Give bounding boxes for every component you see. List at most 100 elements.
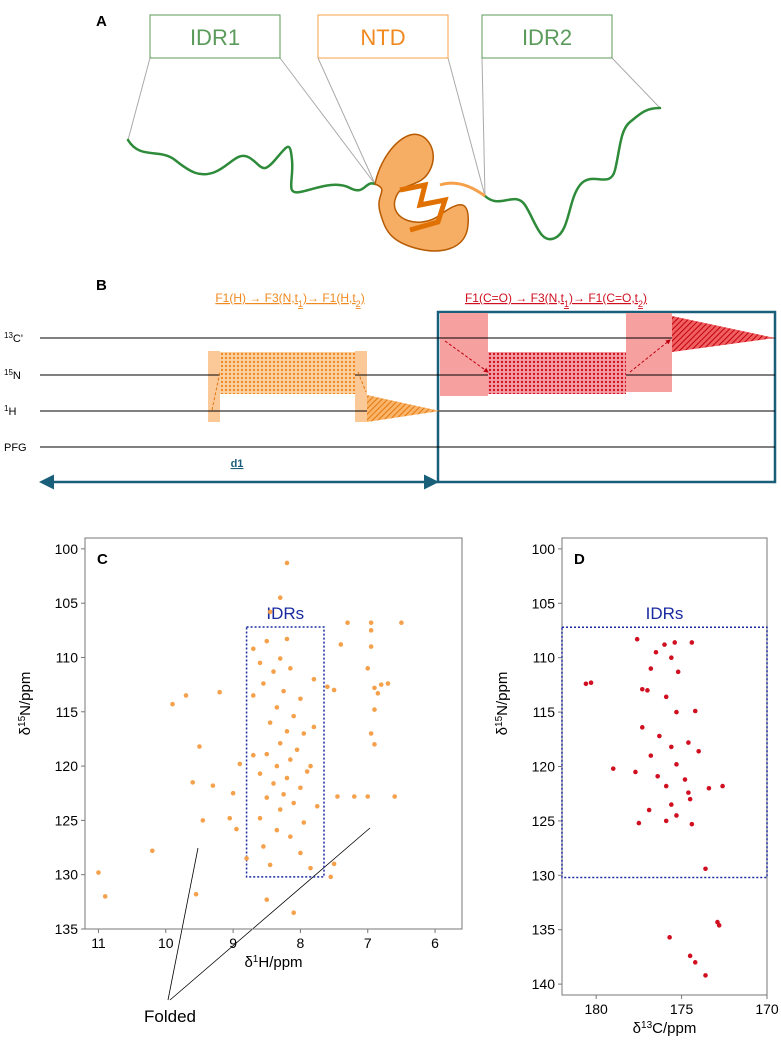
y-tick-label: 100 bbox=[532, 541, 556, 557]
peak bbox=[264, 795, 270, 800]
peak bbox=[639, 725, 645, 730]
axis-label: δ15N/ppm bbox=[494, 672, 512, 736]
peak bbox=[663, 818, 669, 824]
peak bbox=[674, 709, 679, 715]
panel-label: A bbox=[96, 13, 107, 30]
peak bbox=[284, 560, 290, 566]
peak bbox=[378, 682, 384, 687]
peak bbox=[692, 708, 698, 714]
peak bbox=[716, 923, 722, 928]
peak bbox=[669, 744, 674, 750]
text-part: F1(C=O) → F3(N,t bbox=[465, 291, 565, 305]
domain-label: IDR2 bbox=[522, 25, 572, 50]
peak bbox=[331, 687, 337, 693]
scheme-orange: F1(H) → F3(N,t1)→ F1(H,t2) bbox=[215, 291, 364, 309]
domain-box bbox=[149, 14, 281, 59]
peak bbox=[277, 740, 283, 746]
peak bbox=[675, 669, 681, 675]
peak bbox=[663, 783, 669, 789]
peak bbox=[720, 783, 725, 789]
peak bbox=[351, 794, 357, 799]
channel-name: PFG bbox=[4, 442, 27, 454]
superscript: 13 bbox=[641, 1020, 653, 1031]
evolution-block bbox=[488, 352, 626, 394]
peak bbox=[288, 757, 293, 762]
peak bbox=[645, 688, 650, 693]
peak bbox=[368, 620, 374, 626]
text-part: )→ F1(H,t bbox=[303, 291, 356, 305]
x-tick-label: 10 bbox=[158, 935, 174, 951]
channel-label: 15N bbox=[4, 368, 21, 383]
peak bbox=[368, 731, 374, 736]
x-tick-label: 170 bbox=[755, 1001, 779, 1017]
peak bbox=[230, 790, 236, 796]
peak bbox=[653, 649, 659, 655]
peak bbox=[244, 856, 249, 861]
peak bbox=[274, 705, 280, 710]
peak bbox=[692, 960, 698, 965]
subscript: 1 bbox=[564, 299, 569, 309]
peak bbox=[274, 763, 280, 769]
peak bbox=[271, 669, 276, 674]
peak bbox=[281, 792, 286, 797]
peak bbox=[399, 620, 404, 626]
peak bbox=[237, 761, 243, 767]
peak bbox=[375, 691, 381, 696]
peak bbox=[170, 701, 175, 707]
channel-name: H bbox=[8, 406, 16, 418]
domain-box bbox=[481, 14, 613, 59]
subscript: 2 bbox=[356, 299, 361, 309]
peak bbox=[687, 953, 693, 959]
y-tick-label: 125 bbox=[532, 813, 556, 829]
peak bbox=[669, 655, 674, 660]
y-tick-label: 125 bbox=[55, 812, 79, 828]
peak bbox=[588, 680, 594, 686]
peak bbox=[372, 685, 377, 691]
text-part: H/ppm bbox=[258, 954, 302, 971]
subscript: 2 bbox=[638, 299, 643, 309]
evolution-block bbox=[220, 352, 355, 394]
peak bbox=[634, 636, 640, 642]
peak bbox=[267, 862, 273, 868]
peak bbox=[301, 731, 307, 736]
x-tick-label: 180 bbox=[584, 1001, 608, 1017]
peak bbox=[284, 636, 290, 642]
peak bbox=[234, 826, 239, 832]
pulse bbox=[208, 351, 220, 422]
peak bbox=[291, 800, 296, 806]
x-tick-label: 11 bbox=[91, 935, 106, 951]
peak bbox=[311, 724, 317, 730]
y-tick-label: 110 bbox=[56, 649, 79, 665]
peak bbox=[636, 820, 642, 826]
channel-label: 13C' bbox=[4, 331, 23, 346]
peak bbox=[686, 790, 691, 795]
plot-frame bbox=[84, 537, 463, 930]
acquisition bbox=[672, 316, 775, 352]
peak bbox=[291, 713, 296, 719]
peak bbox=[706, 785, 712, 791]
superscript: 1 bbox=[253, 954, 259, 965]
peak bbox=[190, 780, 196, 785]
axis-label: δ15N/ppm bbox=[17, 672, 35, 736]
peak bbox=[261, 844, 266, 849]
idr-ribbon bbox=[126, 106, 662, 241]
peak bbox=[257, 771, 263, 776]
channel-name: C' bbox=[13, 333, 23, 345]
peak bbox=[264, 897, 270, 902]
text-part: δ bbox=[244, 954, 252, 971]
x-tick-label: 175 bbox=[670, 1001, 694, 1017]
text-part: C/ppm bbox=[652, 1020, 696, 1037]
peak bbox=[304, 769, 310, 774]
channel-label: PFG bbox=[4, 442, 27, 454]
peak bbox=[308, 865, 313, 871]
x-tick-label: 6 bbox=[431, 935, 439, 951]
peak bbox=[96, 870, 101, 875]
x-tick-label: 9 bbox=[229, 935, 237, 951]
peak bbox=[291, 910, 296, 916]
peak bbox=[648, 753, 654, 758]
superscript: 13 bbox=[4, 331, 13, 340]
text-part: δ bbox=[17, 727, 34, 735]
peak bbox=[325, 684, 330, 690]
detection-box bbox=[436, 310, 777, 484]
